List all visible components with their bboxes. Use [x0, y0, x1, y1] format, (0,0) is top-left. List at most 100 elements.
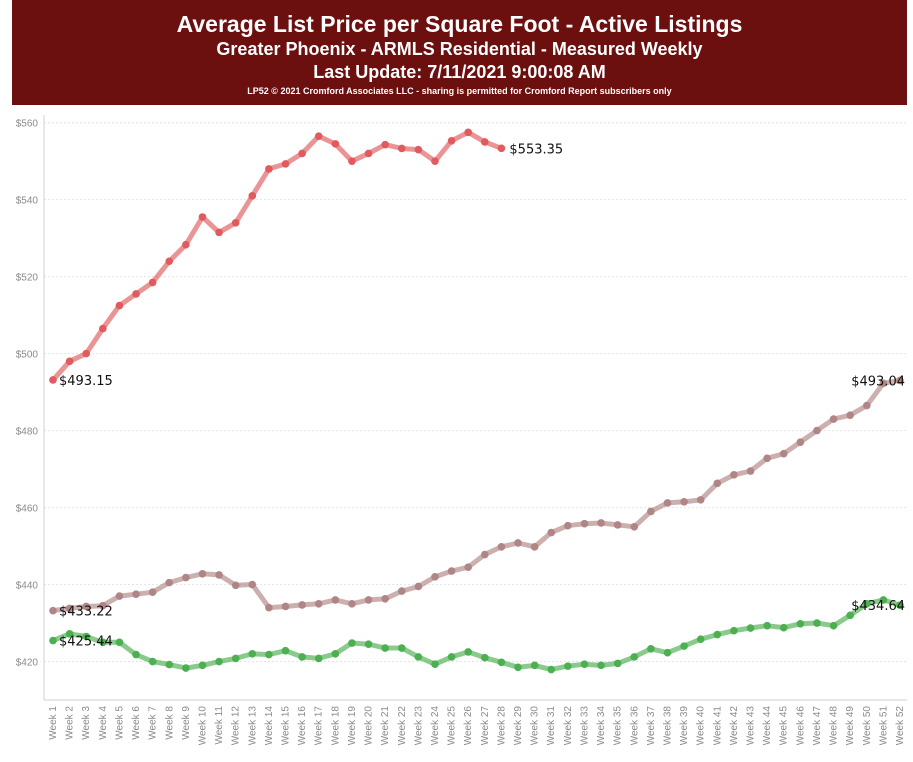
data-point: [231, 581, 240, 590]
x-tick-label: Week 33: [579, 706, 590, 746]
x-tick-label: Week 40: [696, 706, 707, 746]
x-tick-label: Week 18: [330, 706, 341, 746]
data-point: [846, 611, 854, 620]
x-tick-label: Week 42: [729, 706, 740, 746]
x-tick-label: Week 41: [712, 706, 723, 746]
x-tick-label: Week 28: [496, 706, 507, 746]
data-point: [348, 157, 356, 165]
data-point: [182, 573, 190, 582]
data-point: [829, 415, 838, 423]
data-point: [497, 543, 506, 551]
data-point: [364, 640, 373, 648]
data-point: [281, 160, 290, 168]
y-tick-label: $500: [16, 350, 39, 361]
x-tick-label: Week 38: [662, 706, 673, 746]
data-point: [862, 599, 871, 608]
x-tick-label: Week 13: [247, 706, 258, 746]
data-point: [613, 659, 622, 668]
first-value-label: $493.15: [59, 374, 113, 389]
data-point: [464, 648, 472, 656]
data-point: [364, 149, 373, 158]
data-point: [829, 621, 838, 630]
data-point: [397, 644, 406, 652]
data-point: [763, 454, 771, 463]
data-point: [497, 658, 506, 667]
data-point: [796, 438, 805, 446]
data-point: [613, 521, 622, 529]
data-point: [597, 661, 605, 670]
data-point: [514, 663, 522, 672]
data-point: [896, 601, 904, 609]
data-point: [314, 654, 323, 663]
data-point: [497, 144, 506, 153]
x-tick-label: Week 17: [314, 706, 325, 746]
x-tick-label: Week 25: [447, 706, 458, 746]
data-point: [663, 499, 672, 507]
data-point: [298, 601, 306, 609]
data-point: [414, 582, 423, 591]
x-tick-label: Week 47: [812, 706, 823, 746]
data-point: [132, 290, 140, 298]
data-point: [265, 650, 273, 659]
data-point: [696, 635, 705, 643]
data-point: [198, 213, 207, 221]
data-point: [99, 638, 107, 647]
data-point: [530, 543, 539, 551]
data-point: [198, 661, 207, 670]
data-point: [182, 664, 190, 672]
x-tick-label: Week 3: [81, 706, 92, 740]
x-tick-label: Week 43: [746, 706, 757, 746]
chart-title: Average List Price per Square Foot - Act…: [176, 11, 743, 37]
data-point: [630, 523, 639, 531]
data-point: [99, 324, 107, 333]
data-point: [779, 449, 788, 458]
x-tick-label: Week 6: [131, 706, 142, 740]
first-value-label: $433.22: [59, 605, 113, 620]
data-point: [564, 521, 572, 530]
x-tick-label: Week 9: [181, 706, 192, 740]
x-tick-label: Week 52: [895, 706, 906, 746]
data-point: [314, 132, 323, 140]
data-point: [348, 639, 356, 647]
x-tick-label: Week 35: [613, 706, 624, 746]
data-point: [65, 630, 74, 638]
data-point: [514, 539, 522, 547]
data-point: [132, 650, 140, 659]
data-point: [547, 665, 556, 674]
last-value-label: $493.04: [851, 374, 905, 389]
data-point: [896, 376, 904, 385]
x-tick-label: Week 32: [563, 706, 574, 746]
data-point: [265, 603, 273, 612]
data-point: [547, 528, 556, 537]
data-point: [148, 278, 157, 287]
series-line-2: [50, 377, 903, 614]
data-point: [763, 621, 771, 630]
data-point: [530, 661, 539, 670]
data-point: [713, 630, 722, 639]
data-point: [314, 599, 323, 608]
y-tick-label: $540: [16, 196, 39, 207]
data-point: [481, 653, 489, 662]
y-axis: $420 $440 $460 $480 $500 $520 $540 $560: [16, 115, 45, 700]
series-layer: [49, 128, 904, 674]
data-point: [730, 471, 738, 479]
data-point: [348, 599, 356, 608]
x-axis: Week 1 Week 2 Week 3 Week 4 Week 5 Week 6 Week…: [44, 699, 907, 746]
y-tick-label: $420: [16, 658, 39, 669]
data-point: [580, 660, 589, 669]
data-point: [115, 592, 124, 600]
data-point: [248, 580, 257, 589]
data-point: [148, 657, 157, 666]
data-point: [265, 165, 273, 173]
data-point: [281, 602, 290, 611]
data-point: [630, 653, 639, 661]
data-point: [397, 587, 406, 595]
y-tick-label: $480: [16, 427, 39, 438]
data-point: [215, 571, 223, 579]
x-tick-label: Week 23: [413, 706, 424, 746]
x-tick-label: Week 10: [197, 706, 208, 746]
data-point: [115, 301, 124, 310]
x-tick-label: Week 44: [762, 706, 773, 746]
series-line-3: [50, 597, 903, 673]
data-point: [82, 632, 91, 641]
